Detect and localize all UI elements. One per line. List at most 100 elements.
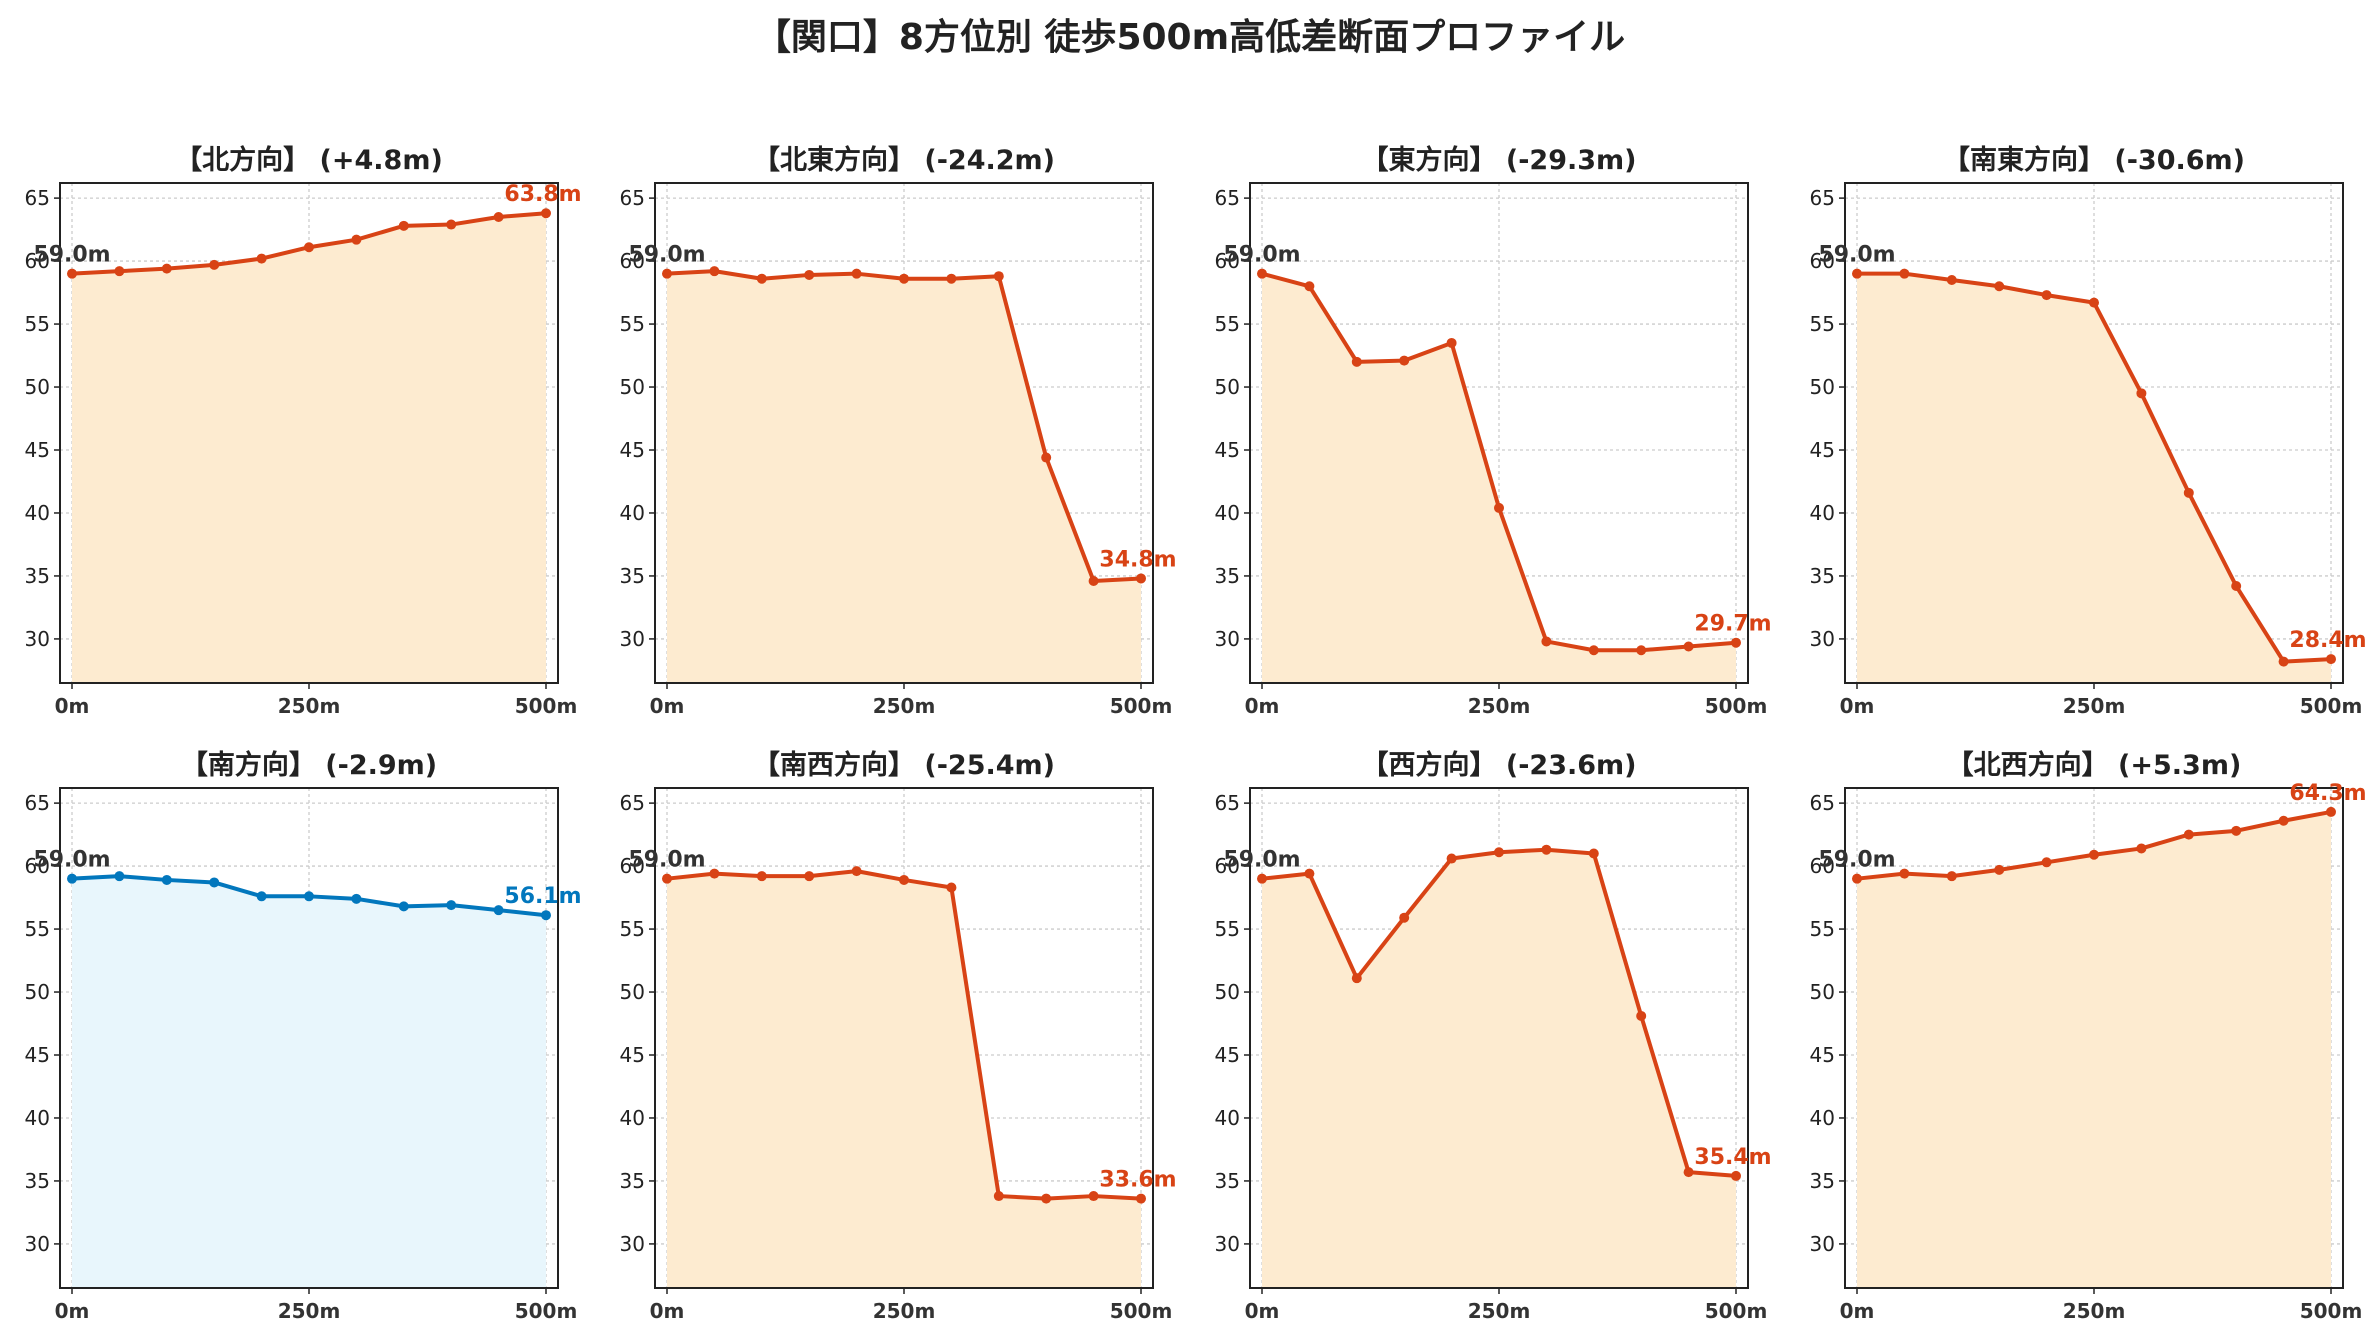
data-point [2183,829,2194,840]
data-point [946,882,957,893]
data-point [2231,581,2242,592]
y-tick-label: 40 [1810,501,1835,525]
end-value-label: 33.6m [1099,1168,1176,1193]
y-tick-label: 30 [1810,627,1835,651]
x-tick-label: 500m [1705,694,1768,718]
data-point [2136,843,2147,854]
y-tick-label: 40 [25,501,50,525]
data-point [493,905,504,916]
data-point [1683,641,1694,652]
y-tick-label: 45 [620,438,645,462]
data-point [756,273,767,284]
y-tick-label: 35 [1215,564,1240,588]
x-tick-label: 250m [2063,694,2126,718]
x-tick-label: 250m [873,694,936,718]
series-area [72,213,546,684]
data-point [1399,912,1410,923]
data-point [256,891,267,902]
y-tick-label: 35 [1215,1169,1240,1193]
data-point [662,268,672,279]
x-tick-label: 500m [1110,694,1173,718]
y-tick-label: 50 [1215,375,1240,399]
data-point [2089,297,2099,308]
panel-title: 【東方向】 (-29.3m) [1361,144,1636,176]
y-tick-label: 65 [25,791,50,815]
series-area [667,871,1141,1288]
x-tick-label: 500m [515,1299,578,1323]
data-point [398,901,409,912]
data-point [1136,1193,1146,1204]
start-value-label: 59.0m [1223,848,1300,873]
data-point [2089,849,2099,860]
x-tick-label: 250m [873,1299,936,1323]
y-tick-label: 50 [620,375,645,399]
y-tick-label: 45 [25,1043,50,1067]
y-tick-label: 30 [1215,627,1240,651]
x-tick-label: 250m [1468,694,1531,718]
data-point [304,242,314,253]
y-tick-label: 35 [620,564,645,588]
data-point [1136,573,1146,584]
data-point [304,891,314,902]
data-point [1541,636,1552,647]
data-point [351,893,362,904]
data-point [1636,645,1647,656]
y-tick-label: 65 [1215,186,1240,210]
y-tick-label: 30 [1215,1232,1240,1256]
series-area [1262,849,1736,1288]
data-point [1446,853,1457,864]
y-tick-label: 55 [620,917,645,941]
data-point [1588,645,1599,656]
y-tick-label: 45 [1215,438,1240,462]
data-point [161,263,172,274]
data-point [1731,637,1741,648]
start-value-label: 59.0m [628,848,705,873]
data-point [1899,268,1910,279]
data-point [446,900,457,911]
y-tick-label: 40 [620,501,645,525]
x-tick-label: 250m [2063,1299,2126,1323]
panel-title: 【北西方向】 (+5.3m) [1947,749,2242,781]
start-value-label: 59.0m [1818,243,1895,268]
x-tick-label: 500m [515,694,578,718]
x-tick-label: 500m [2300,694,2363,718]
y-tick-label: 30 [1810,1232,1835,1256]
y-tick-label: 50 [25,980,50,1004]
x-tick-label: 0m [1245,1299,1280,1323]
y-tick-label: 55 [25,917,50,941]
x-tick-label: 500m [2300,1299,2363,1323]
data-point [1994,864,2005,875]
y-tick-label: 65 [1810,186,1835,210]
data-point [1731,1170,1741,1181]
series-area [72,876,546,1288]
data-point [2041,857,2052,868]
data-point [541,208,551,219]
data-point [1494,502,1504,513]
data-point [1399,355,1410,366]
panel-title: 【南東方向】 (-30.6m) [1943,144,2245,176]
data-point [756,871,767,882]
data-point [1946,274,1957,285]
data-point [1494,847,1504,858]
y-tick-label: 60 [1215,854,1240,878]
data-point [1636,1010,1647,1021]
y-tick-label: 55 [1215,917,1240,941]
y-tick-label: 60 [620,249,645,273]
start-value-label: 59.0m [33,243,110,268]
data-point [1257,873,1267,884]
y-tick-label: 45 [1810,438,1835,462]
x-tick-label: 250m [278,694,341,718]
y-tick-label: 60 [1810,249,1835,273]
data-point [1257,268,1267,279]
x-tick-label: 500m [1110,1299,1173,1323]
y-tick-label: 60 [1215,249,1240,273]
data-point [709,266,720,277]
end-value-label: 35.4m [1694,1145,1771,1170]
y-tick-label: 30 [25,627,50,651]
data-point [662,873,672,884]
series-area [1857,811,2331,1288]
data-point [2136,388,2147,399]
y-tick-label: 45 [1215,1043,1240,1067]
data-point [1899,868,1910,879]
data-point [709,868,720,879]
